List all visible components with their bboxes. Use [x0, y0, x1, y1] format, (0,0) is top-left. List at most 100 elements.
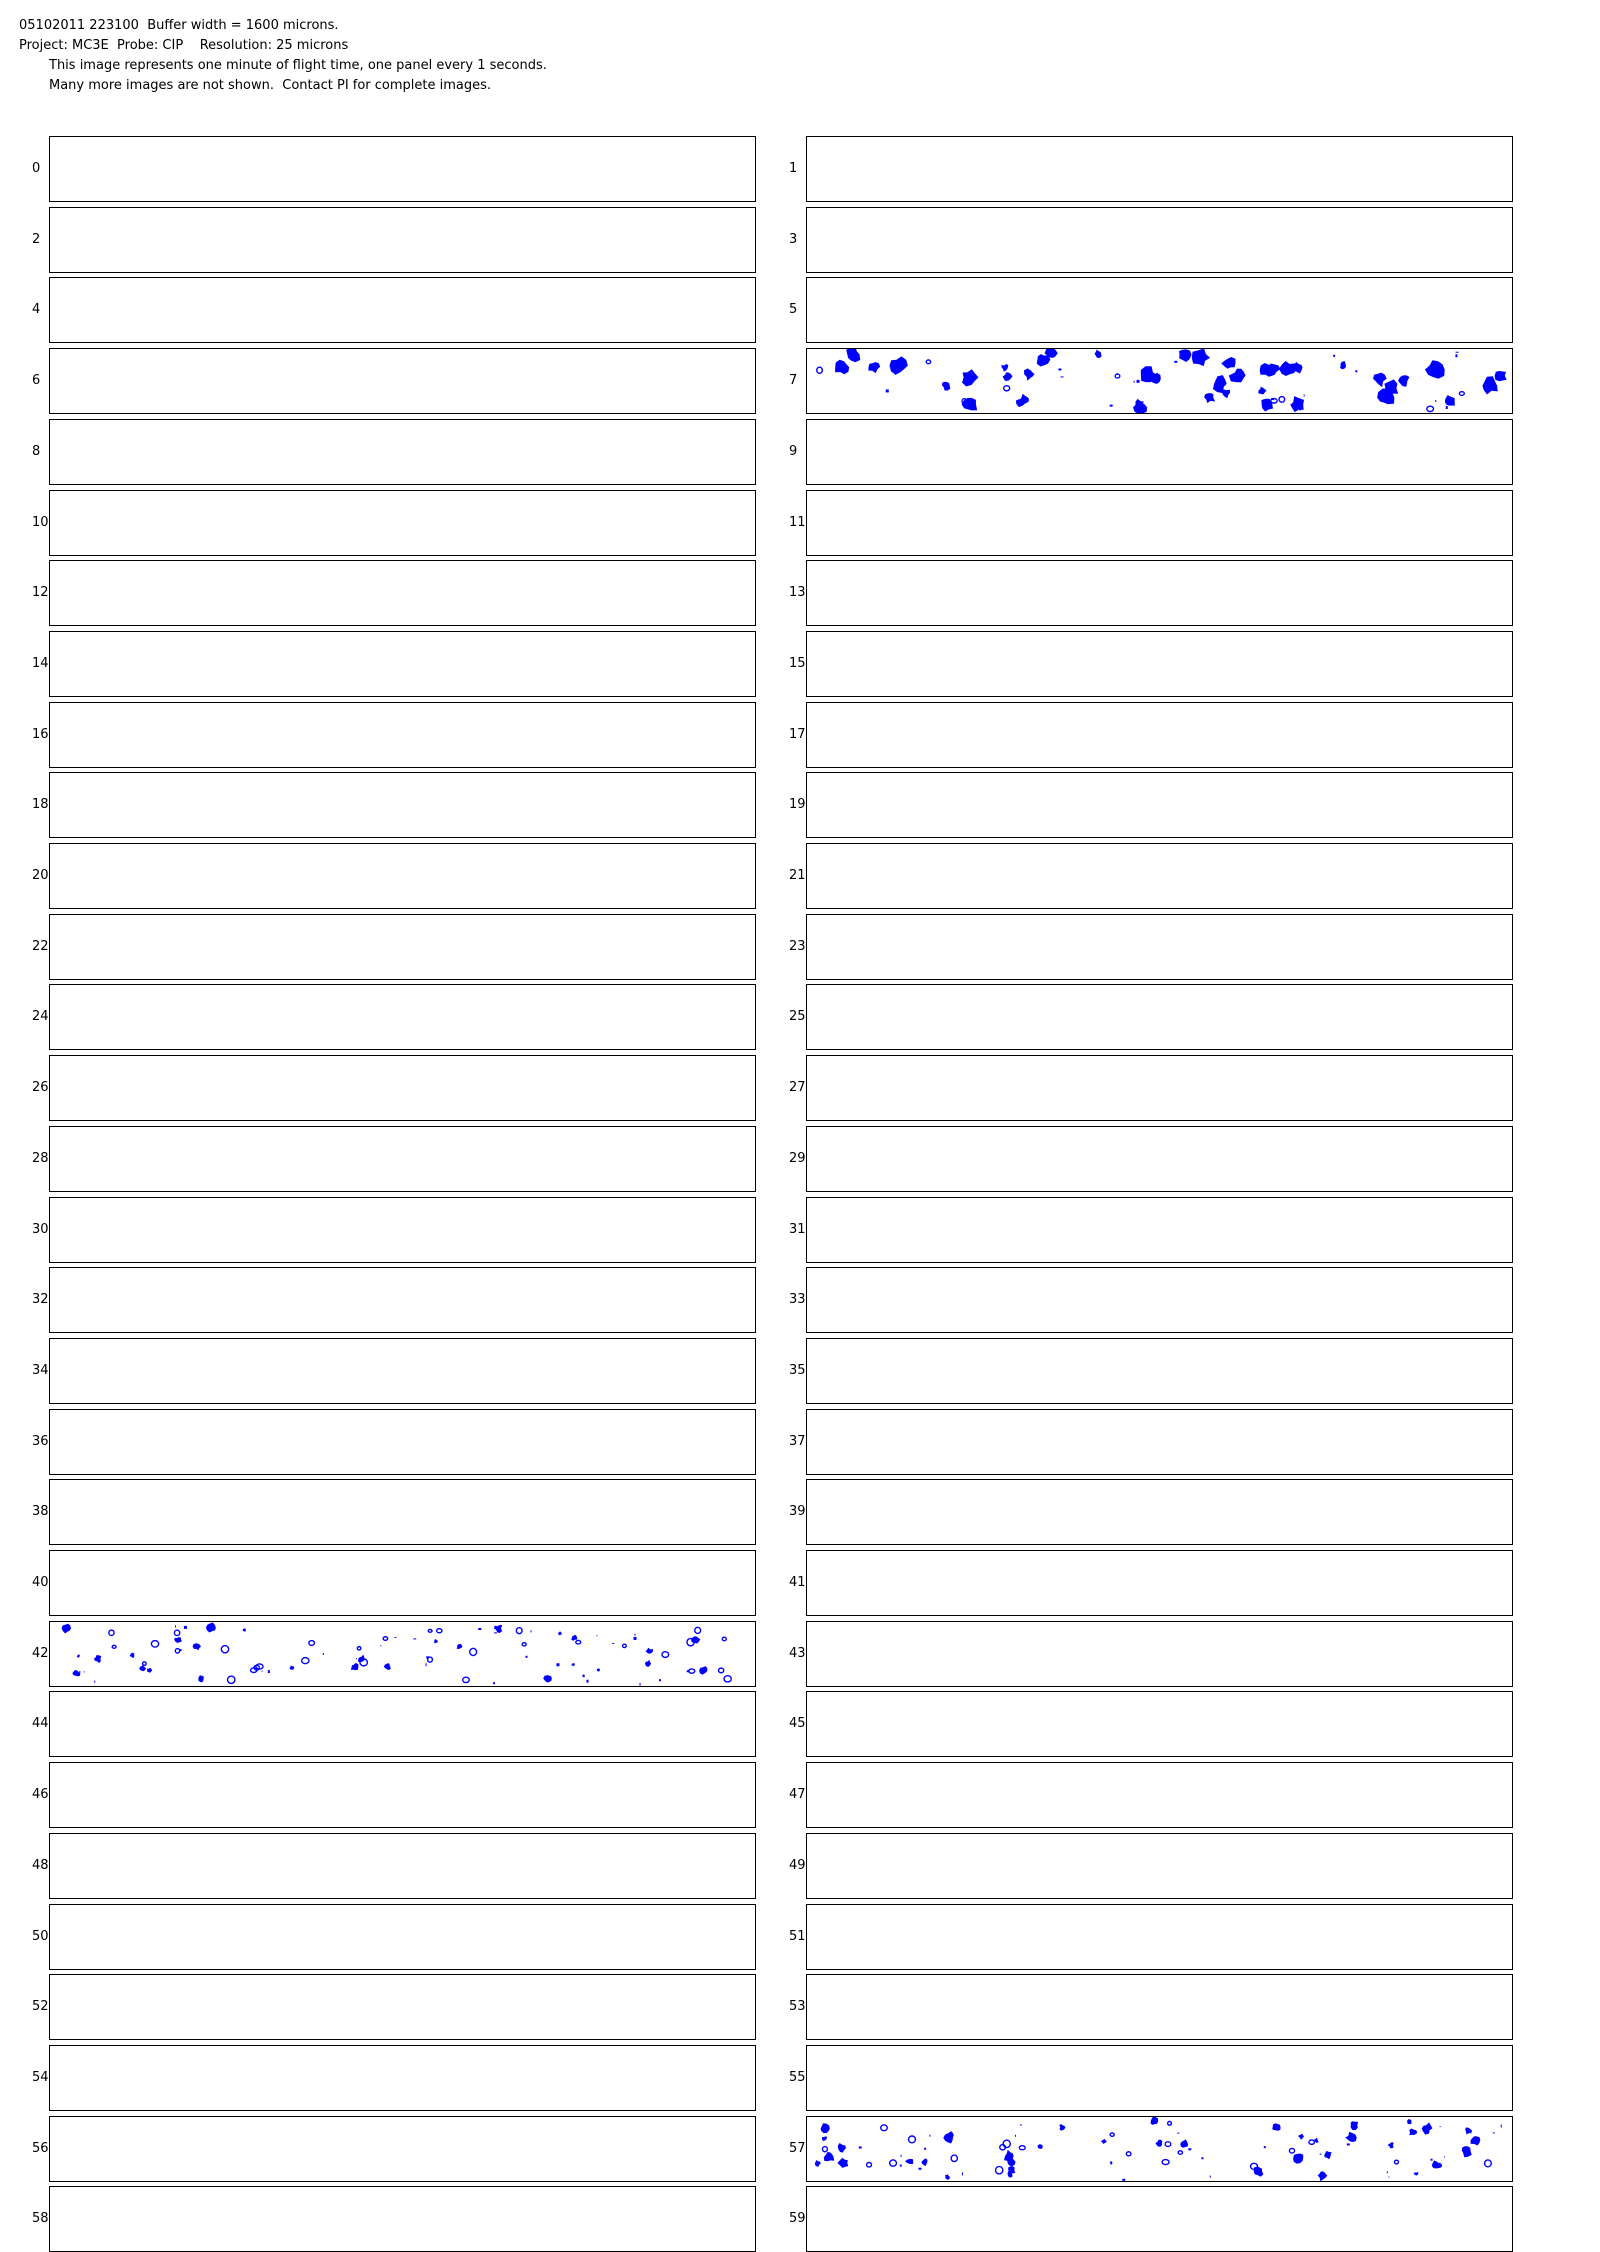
particle-speck	[1122, 2178, 1126, 2181]
particle-speck	[79, 1670, 81, 1673]
image-panel	[806, 207, 1513, 273]
particle-blob	[944, 2174, 951, 2180]
panel-number: 8	[32, 444, 41, 459]
panel-number: 29	[789, 1151, 806, 1166]
panel-number: 13	[789, 585, 806, 600]
particle-blob	[1461, 2146, 1472, 2158]
panel-number: 41	[789, 1575, 806, 1590]
image-panel	[49, 843, 756, 909]
particle-speck	[899, 2164, 902, 2167]
particle-blob	[645, 1659, 651, 1667]
particle-speck	[1443, 2156, 1445, 2158]
particle-blob	[1044, 349, 1058, 358]
particle-blob	[1350, 2121, 1359, 2131]
particle-speck	[1492, 2132, 1495, 2134]
particle-speck	[1136, 379, 1140, 383]
image-panel	[806, 560, 1513, 626]
particle-speck	[83, 1671, 85, 1673]
particle-ring	[1483, 2159, 1492, 2168]
image-panel	[49, 1904, 756, 1970]
header-line-notice: Many more images are not shown. Contact …	[49, 78, 492, 93]
particle-blob	[571, 1663, 575, 1666]
particle-speck	[1271, 398, 1275, 401]
particle-speck	[1116, 372, 1118, 375]
particle-image	[61, 1622, 732, 1686]
image-panel	[806, 1197, 1513, 1263]
particle-blob	[350, 1662, 359, 1671]
particle-blob	[1024, 368, 1035, 381]
particle-blob	[921, 2158, 928, 2167]
particle-blob	[1221, 357, 1236, 369]
image-panel	[49, 1833, 756, 1899]
particle-speck	[1188, 2148, 1192, 2151]
particle-speck	[394, 1636, 397, 1638]
particle-speck	[1455, 351, 1459, 353]
panel-number: 1	[789, 161, 798, 176]
particle-ring	[686, 1637, 695, 1647]
particle-speck	[1263, 2146, 1266, 2149]
particle-ring	[1435, 2162, 1443, 2169]
particle-blob	[1179, 349, 1192, 362]
image-panel	[49, 1055, 756, 1121]
particle-ring	[950, 2154, 959, 2163]
particle-blob	[1155, 2139, 1163, 2147]
particle-ring	[1177, 2150, 1184, 2155]
particle-speck	[1346, 2143, 1350, 2146]
particle-blob	[1037, 2144, 1043, 2149]
particle-ring	[382, 1636, 389, 1642]
image-panel	[806, 2045, 1513, 2111]
particle-ring	[300, 1656, 310, 1665]
particle-blob	[1036, 354, 1051, 367]
particle-blob	[1258, 386, 1267, 395]
panel-number: 24	[32, 1009, 49, 1024]
particle-blob	[61, 1623, 71, 1634]
image-panel	[49, 1338, 756, 1404]
particle-speck	[1319, 2153, 1322, 2155]
image-panel	[806, 1550, 1513, 1616]
particle-blob	[1345, 2131, 1357, 2142]
panel-number: 34	[32, 1363, 49, 1378]
particle-blob	[942, 381, 951, 391]
panel-number: 55	[789, 2070, 806, 2085]
particle-ring	[1164, 2141, 1172, 2148]
panel-number: 25	[789, 1009, 806, 1024]
particle-speck	[1232, 376, 1234, 379]
particle-ring	[226, 1675, 236, 1685]
particle-blob	[699, 1666, 708, 1675]
particle-speck	[556, 1663, 560, 1667]
image-panel	[49, 2116, 756, 2182]
image-panel	[49, 2186, 756, 2252]
particle-speck	[634, 1633, 636, 1636]
particle-ring	[515, 1626, 523, 1635]
particle-blob	[835, 359, 850, 375]
panel-number: 43	[789, 1646, 806, 1661]
particle-speck	[322, 1653, 324, 1656]
panel-number: 31	[789, 1222, 806, 1237]
particle-blob	[289, 1665, 295, 1670]
image-panel	[806, 1126, 1513, 1192]
particle-speck	[633, 1636, 637, 1640]
image-panel	[806, 2116, 1513, 2182]
particle-blob	[1413, 2172, 1419, 2176]
panel-number: 45	[789, 1716, 806, 1731]
panel-number: 54	[32, 2070, 49, 2085]
particle-blob	[1293, 2153, 1304, 2164]
particle-ring	[721, 1636, 727, 1642]
particle-speck	[1433, 2161, 1435, 2165]
image-panel	[806, 1833, 1513, 1899]
panel-number: 11	[789, 515, 806, 530]
particle-blob	[383, 1663, 391, 1670]
particle-speck	[175, 1625, 177, 1628]
particle-speck	[924, 2147, 927, 2150]
particle-ring	[108, 1629, 115, 1637]
particle-speck	[493, 1682, 496, 1685]
particle-blob	[1444, 395, 1455, 406]
panel-number: 47	[789, 1787, 806, 1802]
particle-speck	[530, 1630, 532, 1633]
particle-speck	[961, 2172, 963, 2176]
particle-ring	[1109, 2132, 1115, 2137]
particle-speck	[1014, 2134, 1016, 2137]
particle-ring	[1125, 2151, 1132, 2157]
header-line-description: This image represents one minute of flig…	[49, 58, 547, 73]
image-panel	[49, 1550, 756, 1616]
